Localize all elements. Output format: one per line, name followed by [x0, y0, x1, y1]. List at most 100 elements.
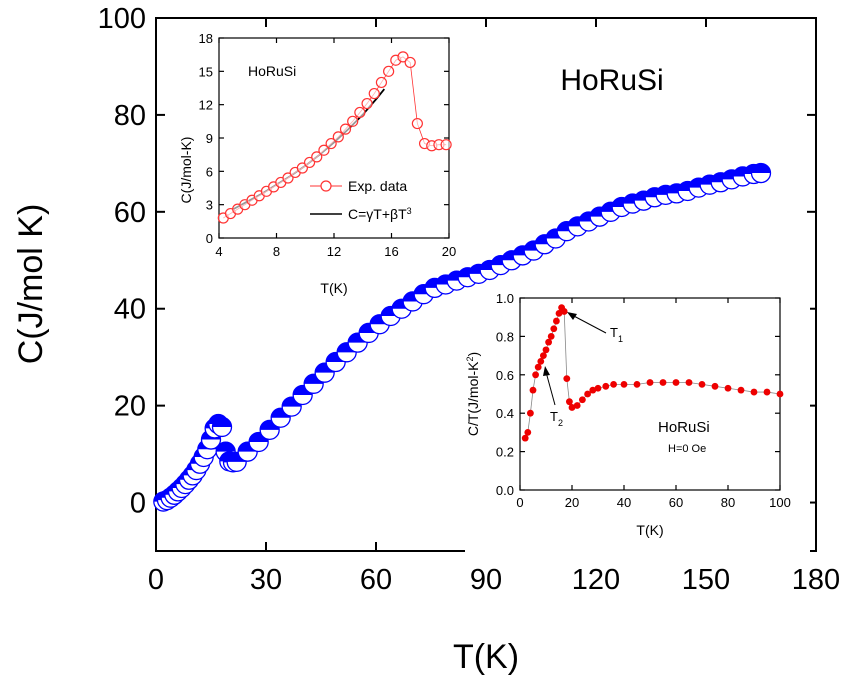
x-tick-label: 150 [682, 564, 730, 596]
data-point [737, 386, 745, 394]
x-tick-label: 60 [669, 495, 683, 510]
x-tick-label: 40 [617, 495, 631, 510]
y-tick-label: 0.8 [496, 329, 514, 344]
data-point-fill [216, 442, 236, 452]
y-tick-label: 0 [130, 488, 146, 520]
inset-bottom-y-axis-label: C/T(J/mol-K2) [465, 352, 481, 436]
data-point [545, 338, 552, 346]
exp-data-point [347, 115, 359, 127]
inset-bottom-series [521, 304, 784, 442]
exp-data-point [440, 139, 452, 151]
data-point [259, 419, 280, 441]
data-point [547, 333, 555, 340]
x-tick-label: 12 [327, 244, 341, 259]
y-tick-label: 60 [114, 197, 146, 229]
data-point [211, 416, 233, 438]
y-tick-label: 12 [199, 98, 213, 113]
inset-top-axis-ticks: 4 8 12 16 20 0 3 6 9 12 15 18 [199, 31, 457, 259]
y-tick-label: 100 [98, 3, 146, 35]
data-point [633, 381, 641, 388]
data-point [524, 429, 532, 436]
data-point [610, 381, 617, 388]
data-point [540, 352, 547, 359]
data-point [698, 381, 706, 388]
x-tick-label: 100 [769, 495, 791, 510]
y-tick-label: 0.0 [496, 483, 514, 498]
y-tick-label: 3 [206, 198, 213, 213]
data-point [602, 382, 610, 390]
data-point [589, 386, 597, 394]
inset-bottom-chart: 0 20 40 60 80 100 0.0 0.2 0.4 0.6 0.8 1.0 T(K) C/T(… [465, 288, 810, 558]
y-tick-label: 0.4 [496, 406, 514, 421]
exp-data-point [383, 65, 395, 77]
x-tick-label: 120 [572, 564, 620, 596]
main-x-axis-label: T(K) [453, 638, 519, 676]
data-point [579, 396, 586, 404]
y-tick-label: 0.6 [496, 368, 514, 383]
exp-data-point [332, 131, 344, 143]
data-point [584, 390, 591, 398]
inset-bottom-annotation-sample: HoRuSi [658, 419, 710, 436]
data-point [568, 404, 576, 411]
x-tick-label: 80 [721, 495, 735, 510]
data-point [620, 381, 628, 388]
exp-data-point [318, 144, 330, 156]
data-point [555, 309, 563, 317]
legend-exp-label: Exp. data [348, 178, 407, 194]
data-point [672, 379, 680, 386]
x-tick-label: 60 [360, 564, 392, 596]
inset-top-chart: 4 8 12 16 20 0 3 6 9 12 15 18 HoRuSi T(K) C(J/mol-K… [178, 28, 464, 296]
y-tick-label: 1.0 [496, 291, 514, 306]
y-tick-label: 15 [199, 64, 213, 79]
data-point [537, 357, 545, 365]
data-point [776, 390, 784, 398]
data-point-fill [751, 163, 771, 174]
data-point [594, 384, 602, 392]
inset-top-title: HoRuSi [248, 63, 296, 79]
y-tick-label: 18 [199, 31, 213, 46]
data-point [573, 402, 581, 409]
inset-top-legend: Exp. data C=γT+βT3 [310, 178, 412, 222]
y-tick-label: 6 [206, 164, 213, 179]
x-tick-label: 90 [470, 564, 502, 596]
x-tick-label: 20 [442, 244, 456, 259]
data-point-fill [212, 417, 232, 427]
t1-arrowhead [567, 312, 577, 320]
inset-bottom-x-axis-label: T(K) [636, 522, 663, 538]
data-point [750, 388, 758, 396]
inset-bottom-background [465, 288, 810, 558]
x-tick-label: 20 [565, 495, 579, 510]
y-tick-label: 40 [114, 294, 146, 326]
exp-data-point [404, 56, 416, 69]
exp-data-point [339, 123, 352, 135]
y-tick-label: 0 [206, 231, 213, 246]
data-point [542, 346, 550, 354]
data-point [711, 382, 719, 390]
data-point [566, 398, 573, 406]
exp-data-point [311, 151, 323, 163]
t2-arrowhead [543, 366, 550, 376]
inset-bottom-annotation-field: H=0 Oe [668, 443, 706, 455]
t2-arrow [545, 371, 556, 406]
main-chart-title: HoRuSi [560, 64, 663, 97]
x-tick-label: 30 [250, 564, 282, 596]
x-tick-label: 180 [792, 564, 840, 596]
exp-data-point [368, 87, 380, 100]
legend-fit-label: C=γT+βT3 [348, 206, 412, 222]
x-tick-label: 0 [516, 495, 523, 510]
data-point [763, 388, 771, 396]
exp-data-point [361, 97, 373, 110]
data-point [550, 325, 558, 333]
data-point [685, 379, 693, 386]
exp-data-point [354, 106, 366, 119]
exp-data-point [375, 76, 388, 89]
data-point [553, 317, 560, 325]
data-point [534, 363, 542, 371]
data-point [529, 386, 537, 394]
data-point [659, 379, 667, 386]
data-point [646, 379, 654, 386]
